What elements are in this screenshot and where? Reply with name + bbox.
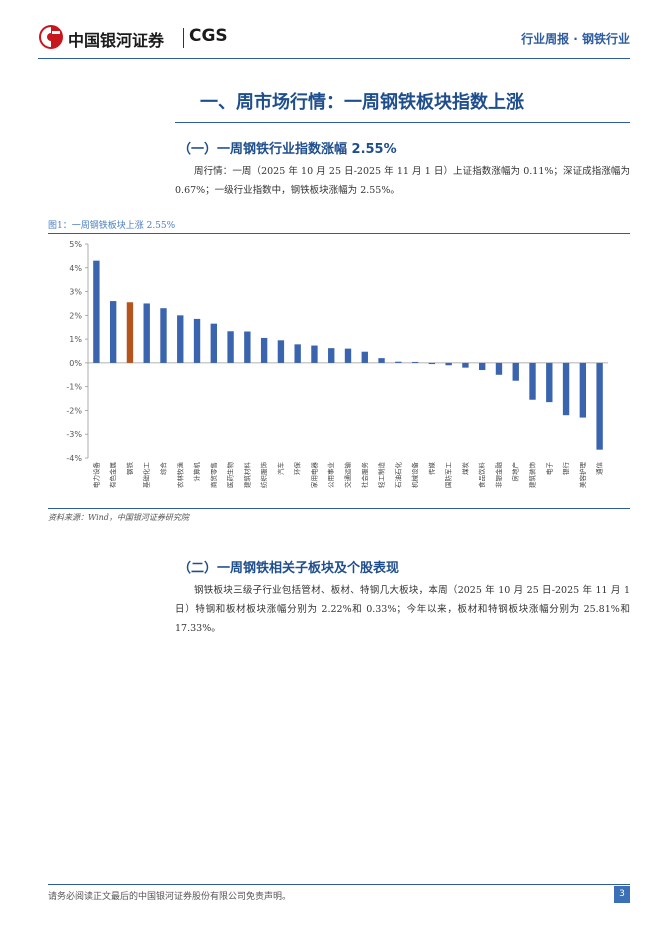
x-tick-label: 计算机 [192, 462, 201, 482]
x-tick-label: 社会服务 [360, 462, 369, 489]
y-tick-label: 2% [69, 311, 82, 320]
chart-bar [311, 345, 318, 363]
x-tick-label: 钢铁 [125, 462, 134, 476]
brand-name-en: CGS [189, 26, 228, 46]
x-tick-label: 电力设备 [91, 462, 100, 489]
chart-bar [378, 358, 385, 363]
x-tick-label: 建筑材料 [242, 462, 251, 489]
chart-bar [529, 362, 536, 400]
y-tick-label: 5% [69, 240, 82, 249]
subsection-2-title: （二）一周钢铁相关子板块及个股表现 [178, 561, 400, 576]
y-tick-label: 3% [69, 288, 82, 297]
x-tick-label: 非银金融 [494, 462, 503, 489]
x-tick-label: 食品饮料 [477, 462, 486, 489]
chart-bar [562, 362, 570, 416]
chart-bar [294, 344, 301, 363]
section-divider [175, 122, 630, 123]
footer-divider [48, 884, 630, 885]
x-tick-label: 电子 [544, 462, 553, 476]
x-tick-label: 轻工制造 [377, 462, 386, 489]
header-divider [38, 58, 630, 59]
chart-bar [411, 361, 419, 363]
subsection-2-paragraph: 钢铁板块三级子行业包括管材、板材、特钢几大板块，本周（2025 年 10 月 2… [175, 585, 630, 634]
chart-bar [160, 308, 167, 363]
y-tick-label: -4% [66, 454, 82, 463]
figure-top-rule [48, 233, 630, 234]
subsection-1-paragraph: 周行情：一周（2025 年 10 月 25 日-2025 年 11 月 1 日）… [175, 166, 630, 196]
x-tick-label: 国防军工 [444, 462, 453, 489]
chart-bar [479, 362, 486, 371]
x-tick-label: 基础化工 [142, 462, 151, 489]
chart-bar [227, 331, 234, 363]
chart-bar [260, 337, 268, 363]
x-tick-label: 商贸零售 [209, 462, 218, 488]
cgs-logo-icon [39, 25, 63, 49]
chart-bar [109, 301, 117, 363]
x-tick-label: 综合 [158, 462, 167, 476]
x-tick-label: 通信 [595, 462, 604, 476]
section-title: 一、周市场行情：一周钢铁板块指数上涨 [200, 92, 524, 113]
figure-title: 图1：一周钢铁板块上涨 2.55% [48, 221, 176, 231]
x-tick-label: 有色金属 [108, 462, 117, 488]
figure-bottom-rule [48, 508, 630, 509]
x-tick-label: 家用电器 [309, 462, 318, 489]
x-tick-label: 医药生物 [226, 462, 235, 489]
chart-bar [579, 362, 587, 418]
chart-bar [344, 348, 352, 363]
chart-bar [445, 362, 452, 366]
x-tick-label: 环保 [293, 462, 302, 476]
x-tick-label: 煤炭 [460, 462, 469, 476]
y-tick-label: -1% [66, 383, 82, 392]
chart-bar [143, 303, 150, 363]
chart-bar [244, 331, 251, 363]
x-tick-label: 纺织服饰 [259, 462, 268, 489]
bar-chart: 5% 4% 3% 2% 1% 0% -1% -2% -3% -4% 电力设备 有色金属 钢铁 基础化工 综合… [66, 240, 608, 489]
chart-bar [596, 362, 603, 450]
x-tick-label: 传媒 [427, 462, 436, 476]
brand-logo: 中国银河证券 CGS [38, 24, 248, 52]
x-tick-label: 房地产 [511, 462, 520, 482]
x-tick-label: 交通运输 [343, 462, 352, 489]
chart-bar [395, 361, 402, 363]
chart-bar [428, 362, 436, 365]
footer-disclaimer: 请务必阅读正文最后的中国银河证券股份有限公司免责声明。 [48, 892, 292, 902]
chart-bar [126, 302, 134, 363]
chart-bar [328, 348, 335, 363]
y-tick-label: 1% [69, 335, 82, 344]
chart-bar [277, 340, 285, 363]
chart-bar [546, 362, 553, 403]
chart-bar [462, 362, 469, 368]
brand-name-cn: 中国银河证券 [68, 31, 165, 50]
chart-bar [361, 351, 368, 363]
chart-bar [210, 323, 217, 363]
x-tick-label: 美容护理 [578, 462, 587, 489]
chart-bar [93, 260, 100, 363]
page-number: 3 [614, 886, 630, 903]
y-tick-label: 0% [69, 359, 82, 368]
chart-bar [193, 318, 201, 363]
x-tick-label: 银行 [561, 462, 570, 476]
x-tick-label: 建筑装饰 [528, 462, 537, 489]
x-tick-label: 石油石化 [393, 462, 402, 489]
figure-source: 资料来源：Wind，中国银河证券研究院 [48, 513, 189, 522]
x-tick-label: 汽车 [276, 462, 285, 476]
x-tick-label: 机械设备 [410, 462, 419, 489]
report-type-label: 行业周报 · 钢铁行业 [521, 32, 630, 46]
y-tick-label: 4% [69, 264, 82, 273]
y-tick-label: -3% [66, 430, 82, 439]
chart-bar [512, 362, 519, 381]
chart-bar [495, 362, 503, 375]
x-tick-label: 公用事业 [326, 462, 335, 489]
chart-bar [177, 315, 184, 363]
brand-separator [183, 28, 184, 48]
x-tick-label: 农林牧渔 [175, 462, 184, 489]
y-tick-label: -2% [66, 406, 82, 415]
subsection-1-title: （一）一周钢铁行业指数涨幅 2.55% [178, 142, 397, 157]
